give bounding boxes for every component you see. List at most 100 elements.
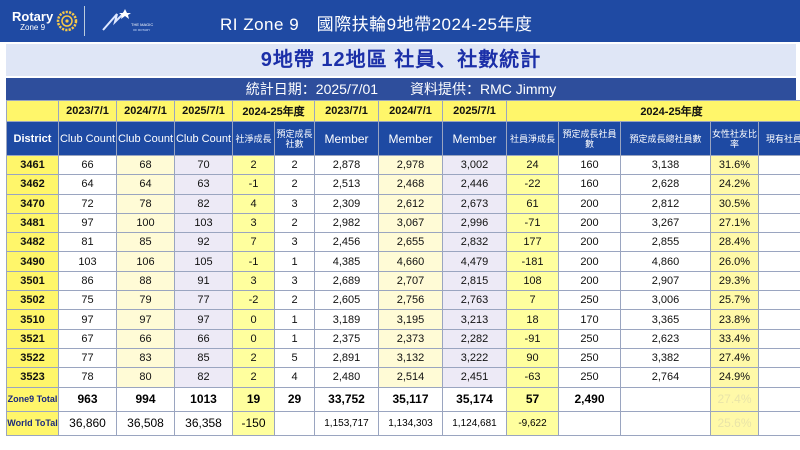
year-header: 2024/7/1 <box>378 100 443 122</box>
district-cell: 3482 <box>6 232 59 253</box>
member-2025-cell: 2,832 <box>442 232 507 253</box>
table-row: 3490 103 106 105 -1 1 4,385 4,660 4,479 -181 200 4,… <box>6 251 800 272</box>
member-cell: 2,605 <box>314 290 379 311</box>
column-header-member: Member <box>314 121 379 156</box>
district-cell: 3523 <box>6 367 59 388</box>
member-cell: 3,132 <box>378 347 443 369</box>
column-header-district: District <box>6 121 59 156</box>
stat-source: 資料提供：RMC Jimmy <box>409 81 557 97</box>
club-goal-cell: 1 <box>274 251 315 272</box>
table-row: 3523 78 80 82 2 4 2,480 2,514 2,451 -63 250 2,764 24… <box>6 367 800 388</box>
member-goal-total-cell: 2,764 <box>620 367 711 388</box>
zone-total-row: Zone9 Total 963 994 1013 19 29 33,752 35… <box>6 386 800 412</box>
table-row: 3462 64 64 63 -1 2 2,513 2,468 2,446 -22 160 2,628 2… <box>6 174 800 195</box>
retention-cell <box>757 309 800 330</box>
rotary-wheel-icon <box>56 10 78 32</box>
club-net-cell: 7 <box>232 232 275 253</box>
total-cell: 994 <box>116 386 175 412</box>
club-goal-cell: 3 <box>274 232 315 253</box>
district-cell: 3502 <box>6 290 59 311</box>
member-2025-cell: 2,446 <box>442 174 507 195</box>
club-count-cell: 75 <box>58 290 117 311</box>
member-goal-total-cell: 3,267 <box>620 212 711 234</box>
club-count-2025-cell: 103 <box>174 212 233 234</box>
member-net-cell: 18 <box>506 309 559 330</box>
member-goal-total-cell: 2,623 <box>620 328 711 349</box>
female-ratio-cell: 31.6% <box>710 154 759 176</box>
column-header-club-count: Club Count <box>174 121 233 156</box>
member-goal-cell: 250 <box>558 290 621 311</box>
column-header-club-count: Club Count <box>116 121 175 156</box>
world-cell: 1,124,681 <box>442 410 507 436</box>
retention-cell <box>757 232 800 253</box>
total-cell: 963 <box>58 386 117 412</box>
member-cell: 2,707 <box>378 270 443 292</box>
club-count-cell: 72 <box>58 193 117 214</box>
member-cell: 2,514 <box>378 367 443 388</box>
member-goal-total-cell: 3,138 <box>620 154 711 176</box>
club-count-cell: 79 <box>116 290 175 311</box>
club-count-2025-cell: 92 <box>174 232 233 253</box>
column-header-club-net: 社淨成長 <box>232 121 275 156</box>
female-ratio-cell: 24.2% <box>710 174 759 195</box>
column-header-club-count: Club Count <box>58 121 117 156</box>
member-goal-cell: 200 <box>558 251 621 272</box>
district-cell: 3510 <box>6 309 59 330</box>
member-2025-cell: 2,996 <box>442 212 507 234</box>
female-ratio-cell: 27.4% <box>710 347 759 369</box>
club-count-2025-cell: 82 <box>174 193 233 214</box>
club-goal-cell: 2 <box>274 212 315 234</box>
year-header: 2024-25年度 <box>232 100 315 122</box>
member-cell: 2,456 <box>314 232 379 253</box>
total-cell: 2,490 <box>558 386 621 412</box>
member-cell: 2,375 <box>314 328 379 349</box>
total-cell: 57 <box>506 386 559 412</box>
member-cell: 2,756 <box>378 290 443 311</box>
club-count-cell: 78 <box>58 367 117 388</box>
district-cell: 3501 <box>6 270 59 292</box>
year-header: 2025/7/1 <box>174 100 233 122</box>
svg-text:OF ROTARY: OF ROTARY <box>133 28 150 32</box>
member-2025-cell: 2,673 <box>442 193 507 214</box>
female-ratio-cell: 29.3% <box>710 270 759 292</box>
club-count-2025-cell: 77 <box>174 290 233 311</box>
club-count-cell: 97 <box>116 309 175 330</box>
member-goal-cell: 200 <box>558 270 621 292</box>
member-net-cell: 108 <box>506 270 559 292</box>
club-count-2025-cell: 97 <box>174 309 233 330</box>
club-count-cell: 66 <box>116 328 175 349</box>
total-cell-female: 27.4% <box>710 386 759 412</box>
world-cell-female: 25.6% <box>710 410 759 436</box>
column-header-club-goal: 預定成長社數 <box>274 121 315 156</box>
retention-cell <box>757 174 800 195</box>
club-count-cell: 81 <box>58 232 117 253</box>
total-cell: 19 <box>232 386 275 412</box>
table-row: 3521 67 66 66 0 1 2,375 2,373 2,282 -91 250 2,623 33… <box>6 328 800 349</box>
table-row: 3482 81 85 92 7 3 2,456 2,655 2,832 177 200 2,855 28… <box>6 232 800 253</box>
member-2025-cell: 4,479 <box>442 251 507 272</box>
member-cell: 2,373 <box>378 328 443 349</box>
member-net-cell: 177 <box>506 232 559 253</box>
member-net-cell: 7 <box>506 290 559 311</box>
retention-cell <box>757 251 800 272</box>
world-cell-empty <box>558 410 621 436</box>
district-cell: 3470 <box>6 193 59 214</box>
member-cell: 4,385 <box>314 251 379 272</box>
club-count-cell: 64 <box>116 174 175 195</box>
column-header-female-ratio: 女性社友比率 <box>710 121 759 156</box>
rotary-logo: Rotary Zone 9 THE MAGIC OF ROTARY <box>0 0 168 42</box>
member-goal-cell: 250 <box>558 347 621 369</box>
member-goal-cell: 170 <box>558 309 621 330</box>
club-count-cell: 64 <box>58 174 117 195</box>
column-header-row: District Club Count Club Count Club Coun… <box>6 121 800 156</box>
logo-divider <box>84 6 86 36</box>
member-goal-cell: 250 <box>558 328 621 349</box>
total-cell-empty <box>757 386 800 412</box>
total-cell: 33,752 <box>314 386 379 412</box>
member-cell: 2,612 <box>378 193 443 214</box>
club-count-cell: 83 <box>116 347 175 369</box>
world-cell: 36,508 <box>116 410 175 436</box>
brand-text: Rotary <box>12 9 54 24</box>
member-net-cell: -181 <box>506 251 559 272</box>
table-row: 3470 72 78 82 4 3 2,309 2,612 2,673 61 200 2,812 30.… <box>6 193 800 214</box>
